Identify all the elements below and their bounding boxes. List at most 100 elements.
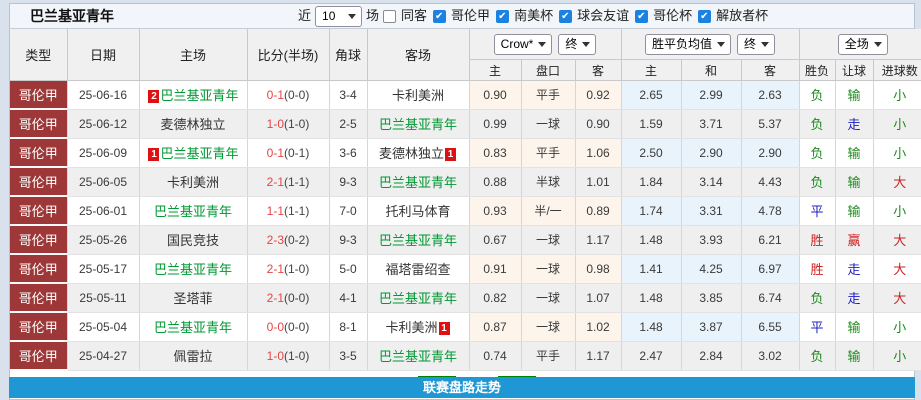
crown-away-odds-cell: 1.07 — [575, 283, 622, 313]
crown-handicap-cell: 一球 — [521, 254, 576, 284]
league-handicap-trend-title: 联赛盘路走势 — [422, 380, 501, 395]
scope-select[interactable]: 全场 — [837, 33, 888, 55]
date-cell: 25-05-11 — [67, 283, 140, 313]
crown-handicap-cell: 一球 — [521, 312, 576, 342]
odds-company-value: Crow* — [500, 36, 534, 51]
avg-draw-odds-cell: 3.71 — [681, 109, 742, 139]
result-goals-cell: 小 — [873, 341, 921, 371]
chevron-down-icon — [761, 41, 770, 51]
corners-cell: 2-5 — [329, 109, 368, 139]
result-handicap-cell: 输 — [835, 80, 874, 110]
avg-state-select[interactable]: 终 — [737, 33, 776, 55]
avg-draw-odds-cell: 3.14 — [681, 167, 742, 197]
away-team-name: 巴兰基亚青年 — [378, 291, 457, 306]
halftime-score: (0-2) — [284, 232, 310, 247]
away-team-cell: 托利马体育 — [367, 196, 470, 226]
chevron-down-icon — [348, 13, 357, 23]
away-red-card-badge: 1 — [438, 322, 450, 335]
crown-home-odds-cell: 0.99 — [469, 109, 522, 139]
avg-lose-odds-cell: 2.90 — [741, 138, 800, 168]
home-team-cell: 巴兰基亚青年 — [139, 254, 248, 284]
crown-handicap-cell: 平手 — [521, 138, 576, 168]
result-wdl-cell: 负 — [799, 341, 836, 371]
home-team-name: 巴兰基亚青年 — [160, 88, 239, 104]
league-filter-label: 解放者杯 — [716, 8, 769, 23]
crown-home-odds-cell: 0.91 — [469, 254, 522, 284]
avg-odds-select[interactable]: 胜平负均值 — [644, 33, 731, 55]
match-row: 哥伦甲 25-06-12 麦德林独立 1-0(1-0) 2-5 巴兰基亚青年 0… — [10, 109, 921, 139]
odds-company-select[interactable]: Crow* — [493, 33, 553, 55]
avg-draw-odds-cell: 2.99 — [681, 80, 742, 110]
corners-cell: 7-0 — [329, 196, 368, 226]
result-goals-cell: 小 — [873, 196, 921, 226]
league-filter-checkbox-libertadores[interactable] — [698, 9, 712, 23]
avg-win-odds-cell: 1.48 — [621, 312, 682, 342]
avg-draw-odds-cell: 2.84 — [681, 341, 742, 371]
crown-handicap-cell: 半/一 — [521, 196, 576, 226]
home-team-cell: 国民竞技 — [139, 225, 248, 255]
match-count-select[interactable]: 10 — [315, 5, 363, 27]
result-handicap-cell: 赢 — [835, 225, 874, 255]
avg-win-odds-cell: 1.84 — [621, 167, 682, 197]
league-filter-checkbox-sudamericana[interactable] — [496, 9, 510, 23]
halftime-score: (0-0) — [284, 290, 310, 305]
result-wdl-cell: 负 — [799, 167, 836, 197]
home-team-name: 巴兰基亚青年 — [160, 146, 239, 161]
league-cell: 哥伦甲 — [10, 80, 68, 110]
home-team-cell: 卡利美洲 — [139, 167, 248, 197]
league-cell: 哥伦甲 — [10, 109, 68, 139]
date-cell: 25-06-05 — [67, 167, 140, 197]
match-row: 哥伦甲 25-05-04 巴兰基亚青年 0-0(0-0) 8-1 卡利美洲 1 0… — [10, 312, 921, 342]
result-handicap-cell: 输 — [835, 196, 874, 226]
subcol-avg-win: 主 — [620, 59, 682, 81]
league-cell: 哥伦甲 — [10, 138, 68, 168]
halftime-score: (1-1) — [284, 174, 310, 189]
odds-company-header: Crow* 终 — [468, 29, 622, 60]
away-team-cell: 巴兰基亚青年 — [367, 283, 470, 313]
corners-cell: 5-0 — [329, 254, 368, 284]
match-history-panel: 巴兰基亚青年 近 10 场 同客 哥伦甲 南美杯 球会友谊 哥伦杯 解放者杯 — [9, 3, 921, 400]
crown-home-odds-cell: 0.88 — [469, 167, 522, 197]
match-row: 哥伦甲 25-06-01 巴兰基亚青年 1-1(1-1) 7-0 托利马体育 0… — [10, 196, 921, 226]
away-team-name: 卡利美洲 — [385, 320, 438, 335]
league-filter-checkbox-club-friendly[interactable] — [559, 9, 573, 23]
league-filter-label: 球会友谊 — [577, 8, 630, 23]
home-team-cell: 巴兰基亚青年 — [139, 312, 248, 342]
corners-cell: 4-1 — [329, 283, 368, 313]
crown-home-odds-cell: 0.83 — [469, 138, 522, 168]
matches-label: 场 — [366, 8, 380, 23]
chevron-down-icon — [538, 41, 547, 51]
chevron-down-icon — [582, 41, 591, 51]
avg-lose-odds-cell: 4.43 — [741, 167, 800, 197]
date-cell: 25-06-12 — [67, 109, 140, 139]
halftime-score: (1-0) — [284, 348, 310, 363]
away-team-name: 巴兰基亚青年 — [378, 117, 457, 132]
odds-state-select[interactable]: 终 — [558, 33, 597, 55]
home-team-name: 国民竞技 — [166, 233, 219, 248]
same-away-checkbox[interactable] — [383, 9, 397, 23]
match-row: 哥伦甲 25-05-11 圣塔菲 2-1(0-0) 4-1 巴兰基亚青年 0.8… — [10, 283, 921, 313]
avg-draw-odds-cell: 3.31 — [681, 196, 742, 226]
crown-away-odds-cell: 0.89 — [575, 196, 622, 226]
halftime-score: (1-0) — [284, 261, 310, 276]
score-cell: 1-0(1-0) — [247, 341, 330, 371]
crown-away-odds-cell: 1.17 — [575, 225, 622, 255]
result-wdl-cell: 负 — [799, 109, 836, 139]
fulltime-score: 0-1 — [266, 145, 284, 160]
corners-cell: 8-1 — [329, 312, 368, 342]
away-team-cell: 巴兰基亚青年 — [367, 225, 470, 255]
filter-controls: 近 10 场 同客 哥伦甲 南美杯 球会友谊 哥伦杯 解放者杯 — [298, 4, 770, 28]
corners-cell: 9-3 — [329, 225, 368, 255]
corners-cell: 3-4 — [329, 80, 368, 110]
league-cell: 哥伦甲 — [10, 225, 68, 255]
league-filter-checkbox-colombia-a[interactable] — [433, 9, 447, 23]
league-filter-label: 南美杯 — [514, 8, 554, 23]
league-filter-checkbox-colombia-cup[interactable] — [635, 9, 649, 23]
score-cell: 2-1(0-0) — [247, 283, 330, 313]
score-cell: 2-3(0-2) — [247, 225, 330, 255]
crown-home-odds-cell: 0.90 — [469, 80, 522, 110]
home-team-cell: 佩雷拉 — [139, 341, 248, 371]
halftime-score: (1-1) — [284, 203, 310, 218]
result-goals-cell: 大 — [873, 283, 921, 313]
fulltime-score: 2-1 — [266, 174, 284, 189]
